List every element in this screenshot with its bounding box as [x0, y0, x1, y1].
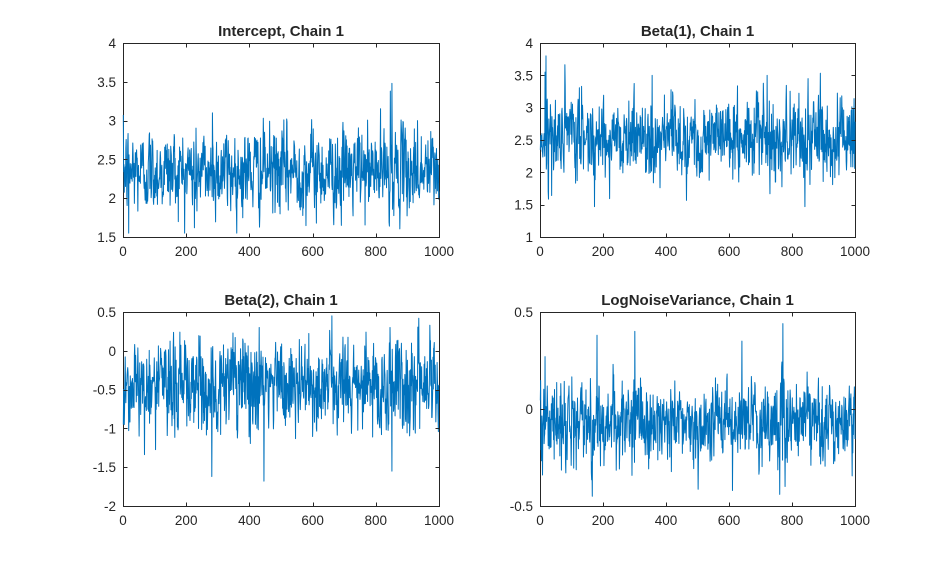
x-tick-label: 400	[238, 513, 261, 528]
y-tick-label: 1	[525, 230, 533, 245]
y-tick-label: 3.5	[514, 68, 533, 83]
x-tick-label: 1000	[840, 244, 870, 259]
y-tick-label: -1.5	[93, 460, 116, 475]
y-tick-label: 3	[108, 114, 116, 129]
chart-title: LogNoiseVariance, Chain 1	[601, 292, 794, 309]
chart-intercept: 0 200 400 600 800 1000 1.5 2 2.5 3 3.5 4 Intercept, …	[97, 23, 454, 259]
chart-beta1: 0 200 400 600 800 1000 1 1.5 2 2.5 3 3.5 4 Beta(1), C…	[514, 23, 870, 259]
y-tick-label: 2	[108, 191, 116, 206]
series-line-intercept	[122, 82, 440, 234]
x-tick-label: 0	[536, 244, 544, 259]
y-tick-label: -1	[104, 421, 116, 436]
y-tick-label: -2	[104, 499, 116, 514]
x-tick-label: 400	[655, 244, 678, 259]
x-tick-label: 400	[238, 244, 261, 259]
x-tick-label: 0	[119, 244, 127, 259]
x-tick-label: 200	[592, 513, 615, 528]
y-tick-label: 0	[108, 344, 116, 359]
y-tick-label: -0.5	[93, 383, 116, 398]
y-tick-label: 1.5	[97, 230, 116, 245]
y-tick-label: 3	[525, 101, 533, 116]
x-tick-label: 1000	[424, 244, 454, 259]
x-tick-label: 200	[175, 244, 198, 259]
x-tick-label: 800	[365, 513, 388, 528]
y-tick-label: -0.5	[510, 499, 533, 514]
x-tick-label: 800	[781, 244, 804, 259]
x-tick-label: 0	[119, 513, 127, 528]
x-tick-label: 0	[536, 513, 544, 528]
chart-lognoisevariance: 0 200 400 600 800 1000-0.500.5LogNoiseVarianc…	[510, 292, 870, 528]
x-tick-label: 200	[175, 513, 198, 528]
y-tick-label: 0.5	[97, 305, 116, 320]
chart-title: Beta(1), Chain 1	[641, 23, 754, 40]
x-tick-label: 800	[781, 513, 804, 528]
series-line-lognoisevariance	[539, 323, 856, 497]
y-tick-label: 4	[108, 36, 116, 51]
y-tick-label: 0.5	[514, 305, 533, 320]
y-tick-label: 0	[525, 402, 533, 417]
x-tick-label: 1000	[840, 513, 870, 528]
y-tick-label: 2.5	[97, 152, 116, 167]
x-tick-label: 400	[655, 513, 678, 528]
x-tick-label: 600	[301, 513, 324, 528]
x-tick-label: 600	[301, 244, 324, 259]
y-tick-label: 4	[525, 36, 533, 51]
chart-beta2: 0 200 400 600 800 1000 -2 -1.5 -1 -0.5 0 0.5 Beta(2)…	[93, 292, 454, 528]
x-tick-label: 800	[365, 244, 388, 259]
y-tick-label: 2	[525, 165, 533, 180]
y-tick-label: 1.5	[514, 198, 533, 213]
x-tick-label: 600	[718, 513, 741, 528]
chart-title: Intercept, Chain 1	[218, 23, 344, 40]
series-line-beta1	[539, 55, 856, 208]
chart-title: Beta(2), Chain 1	[224, 292, 337, 309]
series-line-beta2	[122, 315, 440, 482]
x-tick-label: 1000	[424, 513, 454, 528]
y-tick-label: 2.5	[514, 133, 533, 148]
x-tick-label: 200	[592, 244, 615, 259]
x-tick-label: 600	[718, 244, 741, 259]
y-tick-label: 3.5	[97, 75, 116, 90]
